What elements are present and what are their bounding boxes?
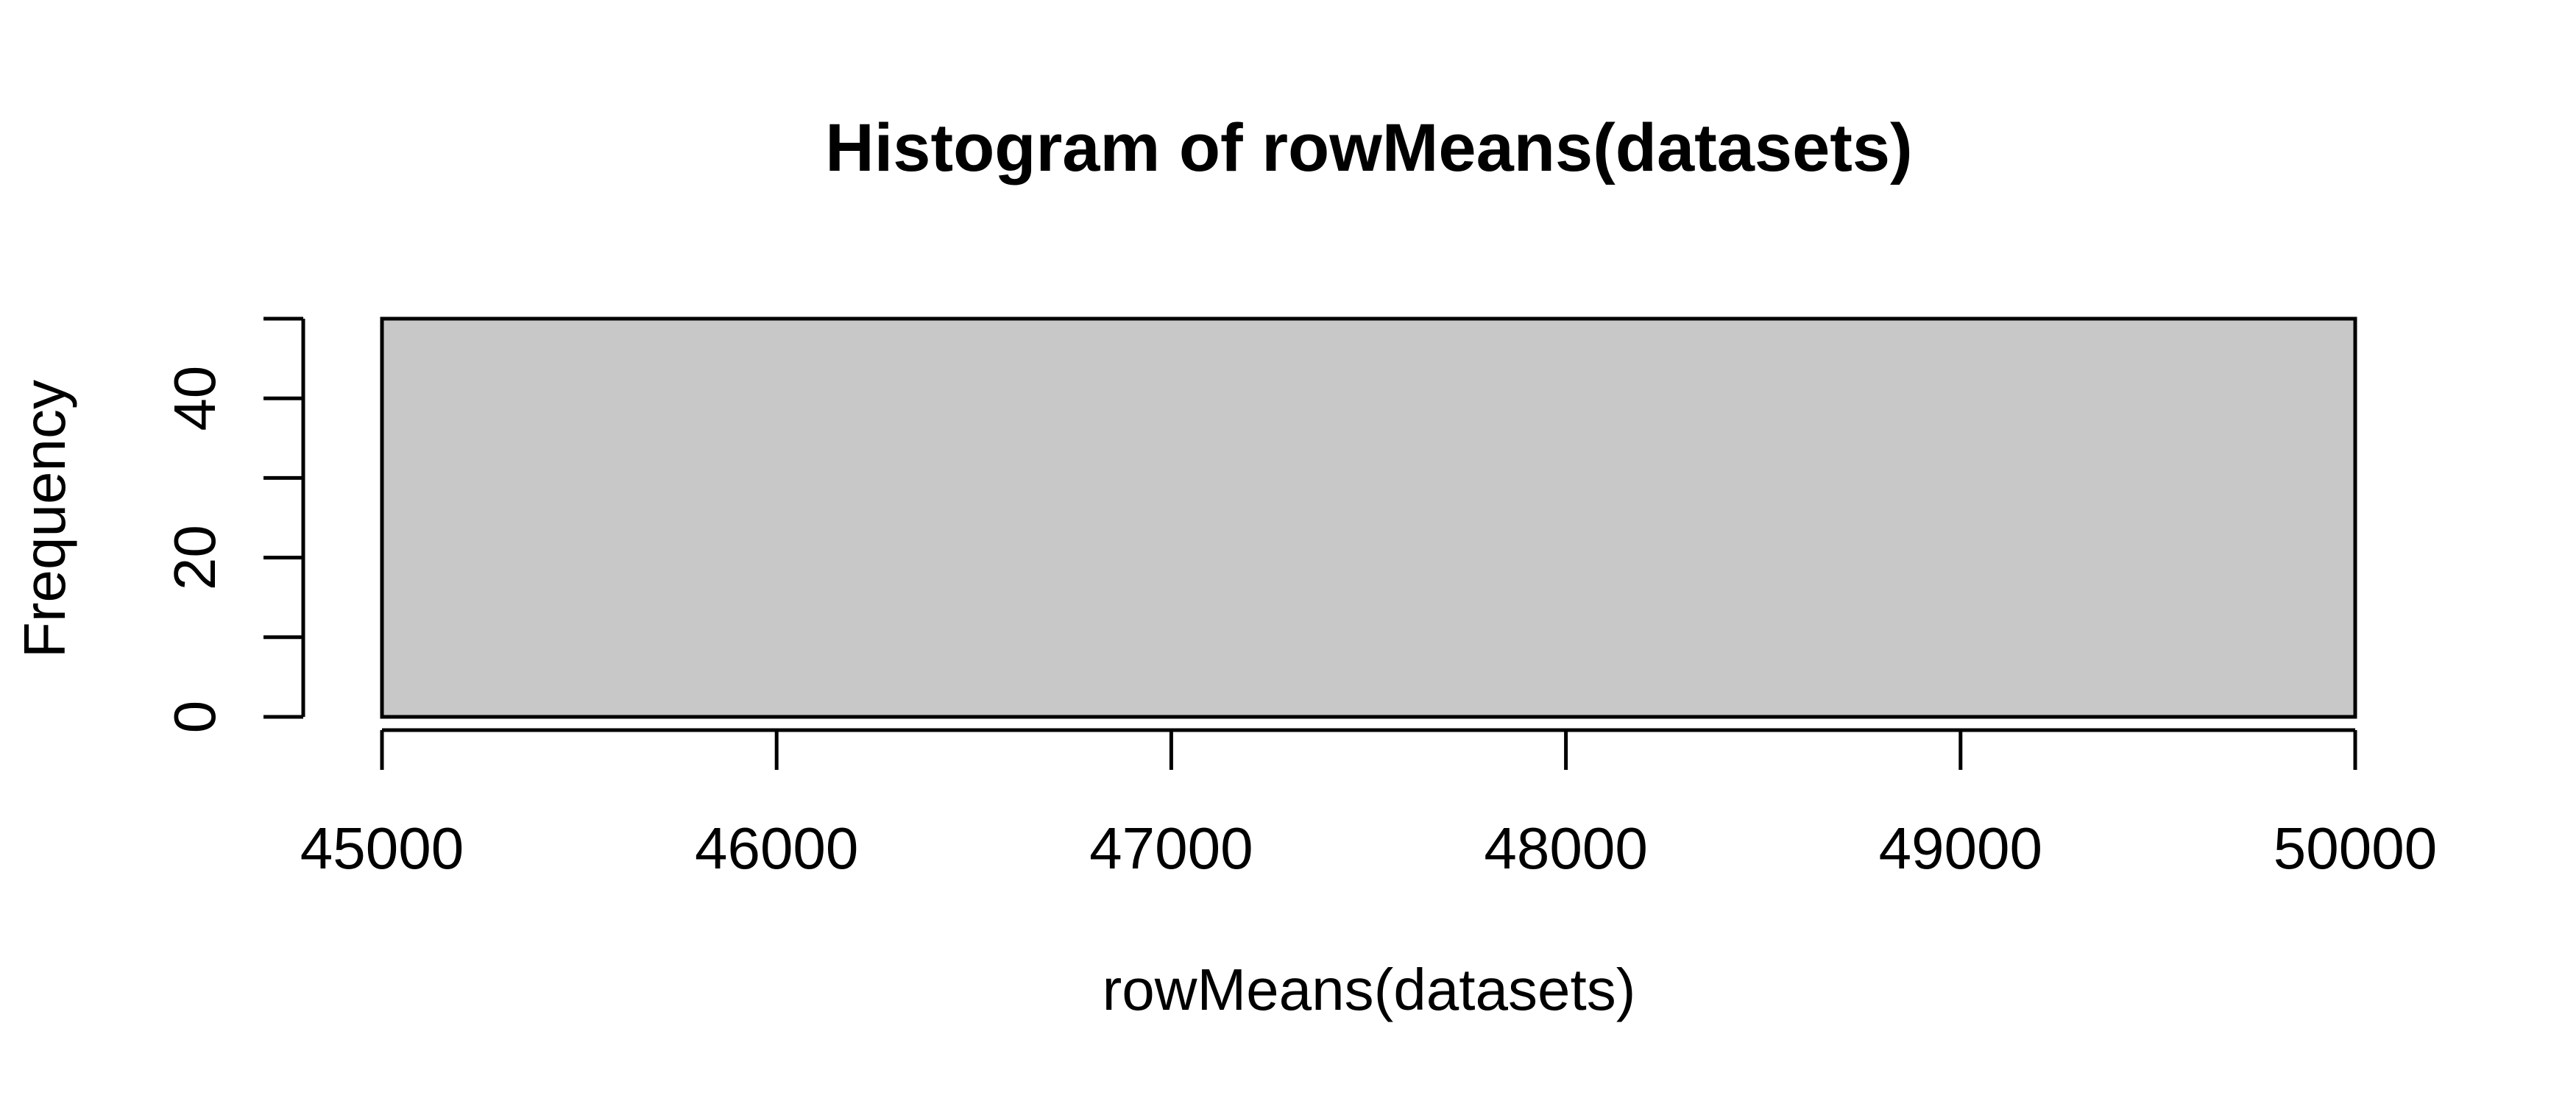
- x-tick-label: 48000: [1484, 815, 1647, 881]
- chart-title: Histogram of rowMeans(datasets): [825, 110, 1912, 185]
- x-tick-label: 47000: [1089, 815, 1253, 881]
- y-tick-label: 0: [162, 701, 227, 734]
- y-axis-label: Frequency: [12, 380, 77, 658]
- histogram-bar: [380, 316, 2357, 719]
- x-tick-label: 45000: [300, 815, 464, 881]
- y-axis: 0 20 40: [162, 316, 305, 734]
- x-tick-label: 46000: [695, 815, 858, 881]
- x-tick-label: 49000: [1879, 815, 2042, 881]
- x-axis: 45000 46000 47000 48000 49000 50000: [300, 728, 2437, 881]
- y-tick-label: 40: [162, 366, 227, 431]
- x-tick-label: 50000: [2274, 815, 2437, 881]
- y-tick-label: 20: [162, 525, 227, 590]
- histogram-bars: [380, 316, 2357, 719]
- x-axis-label: rowMeans(datasets): [1103, 957, 1636, 1022]
